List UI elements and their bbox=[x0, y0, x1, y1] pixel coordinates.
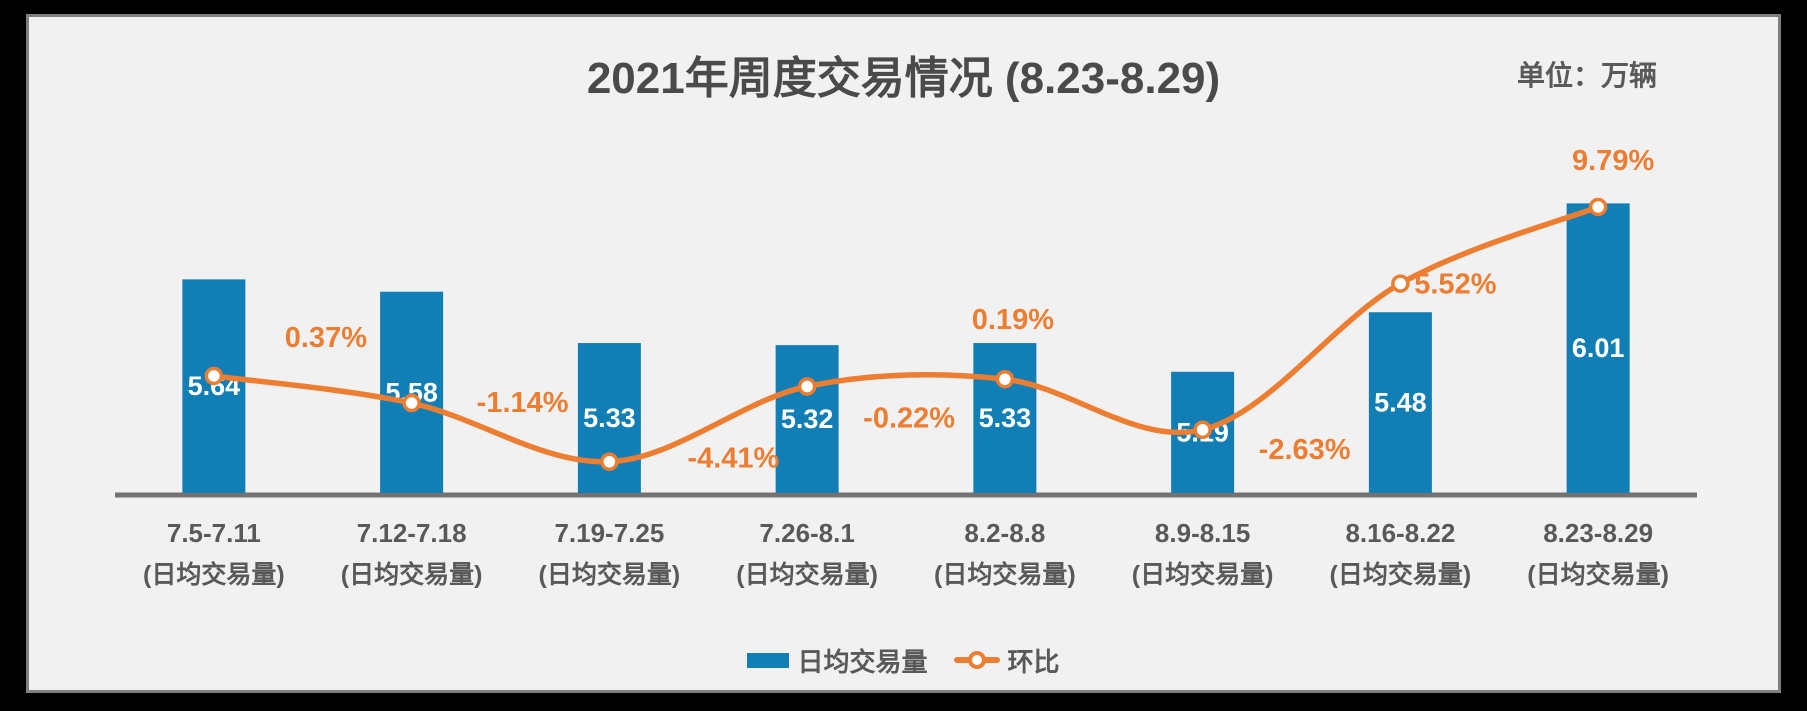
category-label: 8.2-8.8 bbox=[964, 518, 1045, 548]
category-sublabel: (日均交易量) bbox=[1132, 560, 1274, 589]
bar-8.23-8.29 bbox=[1566, 203, 1630, 494]
category-sublabel: (日均交易量) bbox=[736, 560, 878, 589]
bar-series-swatch-icon bbox=[747, 652, 790, 668]
pct-label: -2.63% bbox=[1259, 434, 1351, 466]
category-sublabel: (日均交易量) bbox=[934, 560, 1076, 589]
bar-value-label: 5.33 bbox=[979, 403, 1032, 433]
category-label: 8.16-8.22 bbox=[1345, 518, 1455, 548]
legend-label-ratio: 环比 bbox=[1007, 646, 1060, 677]
chart-title: 2021年周度交易情况 (8.23-8.29) bbox=[586, 54, 1221, 103]
trend-line bbox=[211, 204, 1601, 465]
line-series-swatch-icon bbox=[953, 651, 1000, 669]
unit-label: 单位：万辆 bbox=[1516, 60, 1657, 91]
bar-8.2-8.8 bbox=[973, 343, 1037, 493]
bar-value-label: 5.48 bbox=[1374, 388, 1427, 418]
category-label: 8.23-8.29 bbox=[1543, 518, 1653, 548]
legend: 日均交易量 环比 bbox=[26, 640, 1781, 680]
category-label: 7.5-7.11 bbox=[167, 518, 261, 548]
line-marker-7.19-7.25 bbox=[600, 452, 619, 471]
bar-value-label: 5.32 bbox=[781, 404, 834, 434]
category-label: 8.9-8.15 bbox=[1155, 518, 1250, 548]
bar-7.26-8.1 bbox=[775, 345, 839, 493]
line-marker-7.5-7.11 bbox=[204, 366, 224, 386]
line-marker-7.12-7.18 bbox=[402, 393, 421, 413]
pct-label: 9.79% bbox=[1572, 145, 1654, 177]
category-sublabel: (日均交易量) bbox=[1527, 560, 1669, 589]
pct-label: 5.52% bbox=[1414, 269, 1496, 301]
category-sublabel: (日均交易量) bbox=[539, 560, 681, 589]
legend-item-ratio: 环比 bbox=[953, 642, 1060, 679]
pct-label: 0.19% bbox=[972, 304, 1054, 336]
line-marker-8.2-8.8 bbox=[995, 369, 1015, 389]
pct-label: -0.22% bbox=[863, 403, 955, 435]
line-marker-7.26-8.1 bbox=[797, 377, 817, 396]
line-marker-8.16-8.22 bbox=[1391, 274, 1410, 293]
category-sublabel: (日均交易量) bbox=[1330, 560, 1472, 589]
bar-value-label: 6.01 bbox=[1572, 333, 1625, 363]
line-marker-icon bbox=[967, 651, 986, 669]
legend-item-volume: 日均交易量 bbox=[747, 642, 928, 679]
category-label: 7.12-7.18 bbox=[357, 518, 467, 548]
category-label: 7.26-8.1 bbox=[759, 518, 854, 548]
category-label: 7.19-7.25 bbox=[554, 518, 664, 548]
pct-label: -4.41% bbox=[687, 443, 779, 475]
pct-label: 0.37% bbox=[285, 322, 367, 354]
legend-label-volume: 日均交易量 bbox=[797, 646, 928, 677]
pct-label: -1.14% bbox=[477, 387, 569, 419]
bar-7.12-7.18 bbox=[380, 291, 444, 493]
bar-7.5-7.11 bbox=[182, 279, 246, 493]
x-axis-line bbox=[115, 492, 1697, 498]
bar-value-label: 5.33 bbox=[583, 403, 636, 433]
line-marker-8.9-8.15 bbox=[1193, 420, 1212, 440]
chart-panel bbox=[26, 14, 1781, 693]
bar-8.16-8.22 bbox=[1368, 312, 1432, 493]
category-sublabel: (日均交易量) bbox=[341, 560, 483, 589]
line-marker-8.23-8.29 bbox=[1588, 197, 1608, 217]
category-sublabel: (日均交易量) bbox=[143, 560, 285, 589]
